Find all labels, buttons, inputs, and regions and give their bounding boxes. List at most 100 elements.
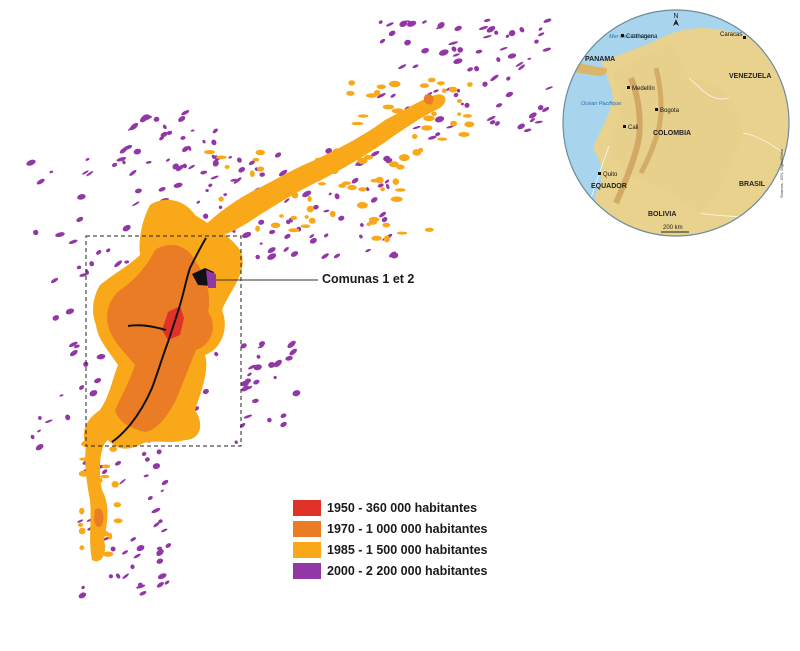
city-marker-cali	[623, 125, 626, 128]
inset-north-label: N	[673, 13, 678, 20]
urban-patch-2000	[26, 159, 36, 166]
urban-patch-2000	[379, 211, 387, 218]
urban-patch-2000	[182, 146, 189, 153]
urban-patch-1985	[79, 545, 85, 551]
urban-patch-2000	[211, 139, 217, 146]
inset-globe-outline	[562, 9, 790, 237]
urban-patch-1985	[218, 196, 224, 202]
urban-patch-2000	[55, 232, 65, 238]
urban-patch-2000	[437, 22, 445, 29]
urban-patch-1985	[341, 152, 347, 156]
urban-patch-2000	[506, 76, 511, 81]
urban-patch-2000	[44, 419, 53, 424]
colombia-locator-map: N Mer des Caraïbes Océan Pacifique PANAM…	[562, 9, 790, 237]
urban-patch-1985	[388, 80, 401, 88]
inset-city-cartagena: Carthagena	[626, 34, 658, 40]
urban-patch-1985	[376, 84, 386, 90]
urban-patch-2000	[136, 545, 145, 552]
urban-patch-1985	[348, 80, 356, 86]
urban-patch-2000	[538, 32, 545, 37]
urban-patch-1985	[81, 440, 91, 447]
urban-patch-2000	[273, 375, 277, 380]
urban-patch-2000	[359, 234, 363, 239]
urban-patch-1985	[89, 465, 98, 470]
urban-patch-2000	[399, 20, 408, 27]
urban-patch-2000	[529, 118, 535, 123]
urban-patch-2000	[287, 340, 296, 349]
urban-patch-1985	[392, 178, 399, 186]
urban-patch-1985	[256, 166, 265, 172]
urban-patch-2000	[156, 549, 164, 556]
urban-patch-1985	[288, 228, 300, 233]
urban-patch-2000	[267, 417, 272, 423]
legend-swatch-1970	[293, 521, 321, 537]
urban-patch-1985	[107, 532, 113, 540]
urban-patch-2000	[233, 177, 242, 184]
urban-patch-2000	[223, 193, 228, 197]
urban-patch-2000	[176, 164, 185, 172]
urban-patch-2000	[321, 253, 329, 259]
urban-patch-1985	[396, 164, 405, 170]
inset-scale-label: 200 km	[663, 225, 683, 231]
urban-patch-2000	[242, 231, 252, 239]
urban-patch-2000	[383, 155, 391, 162]
urban-patch-2000	[292, 390, 301, 397]
urban-patch-1985	[332, 148, 342, 155]
urban-patch-2000	[422, 20, 427, 24]
urban-patch-2000	[499, 46, 508, 51]
urban-patch-2000	[86, 170, 94, 177]
urban-patch-2000	[161, 479, 169, 486]
urban-patch-1985	[346, 90, 355, 96]
urban-patch-2000	[527, 57, 532, 60]
urban-patch-2000	[180, 135, 186, 140]
urban-patch-1985	[395, 188, 406, 192]
urban-patch-2000	[274, 152, 282, 158]
urban-patch-2000	[52, 315, 60, 321]
urban-patch-2000	[158, 186, 166, 192]
urban-patch-2000	[240, 343, 247, 349]
urban-patch-2000	[489, 120, 496, 125]
urban-patch-1985	[383, 235, 390, 243]
urban-patch-1985	[102, 551, 114, 557]
urban-patch-2000	[457, 47, 464, 53]
urban-patch-2000	[505, 91, 514, 98]
urban-patch-2000	[289, 348, 297, 356]
legend-item-1950: 1950 - 360 000 habitantes	[293, 498, 488, 518]
urban-patch-1985	[290, 215, 298, 220]
urban-patch-2000	[164, 580, 170, 585]
urban-patch-2000	[365, 187, 370, 191]
inset-city-medellin: Medellín	[632, 86, 655, 92]
urban-patch-2000	[166, 158, 170, 162]
urban-patch-1985	[363, 154, 374, 160]
urban-patch-2000	[253, 379, 260, 385]
urban-patch-2000	[515, 61, 524, 67]
urban-patch-2000	[518, 64, 525, 71]
north-arrow-icon	[673, 19, 679, 26]
inset-country-venezuela: VENEZUELA	[729, 73, 771, 80]
urban-patch-2000	[124, 260, 130, 264]
inset-country-colombia: COLOMBIA	[653, 130, 691, 137]
inset-city-cali: Cali	[628, 125, 638, 131]
urban-patch-2000	[486, 115, 496, 121]
urban-patch-1985	[390, 196, 403, 202]
legend-label-1985: 1985 - 1 500 000 habitantes	[327, 543, 488, 557]
urban-patch-2000	[236, 157, 242, 163]
urban-patch-1985	[458, 132, 470, 137]
urban-patch-2000	[133, 553, 141, 559]
urban-patch-2000	[172, 163, 179, 170]
legend: 1950 - 360 000 habitantes 1970 - 1 000 0…	[293, 498, 488, 582]
urban-patch-2000	[65, 308, 75, 315]
urban-patch-1985	[351, 121, 364, 126]
urban-patch-2000	[258, 219, 265, 225]
urban-patch-2000	[325, 148, 333, 154]
urban-patch-2000	[248, 160, 255, 166]
urban-patch-1985	[448, 86, 458, 93]
urban-patch-1985	[204, 150, 215, 155]
urban-patch-2000	[68, 239, 78, 244]
urban-patch-2000	[96, 354, 106, 360]
inset-city-bogota: Bogota	[660, 108, 680, 114]
urban-patch-1985	[396, 231, 408, 235]
urban-patch-1985	[370, 178, 379, 183]
urban-patch-2000	[404, 39, 411, 46]
urban-patch-2000	[214, 352, 219, 357]
